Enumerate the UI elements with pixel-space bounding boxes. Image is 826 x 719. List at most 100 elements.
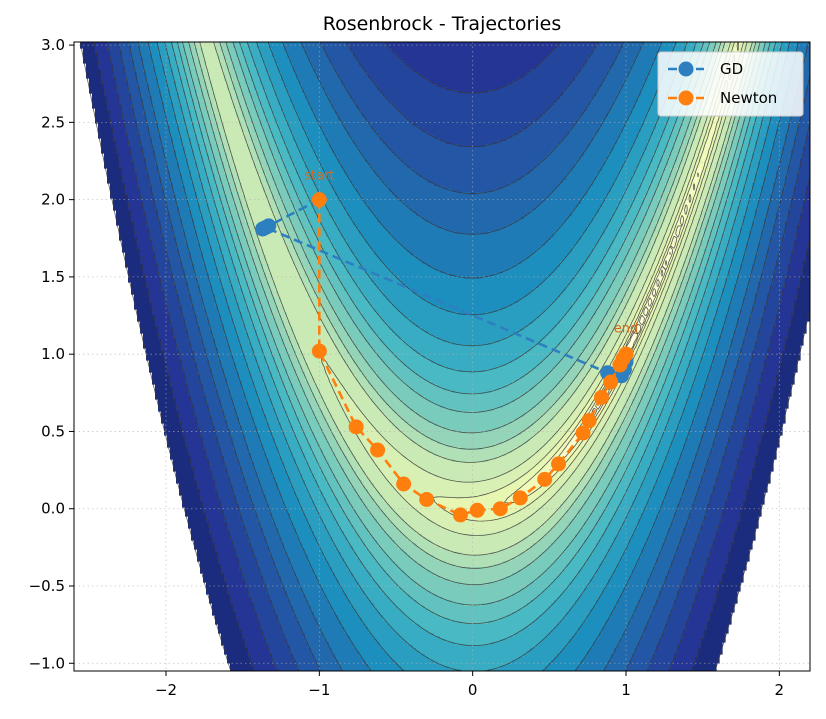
contour-fill: [293, 132, 306, 136]
contour-fill: [209, 135, 216, 139]
contour-fill: [356, 102, 393, 106]
contour-fill: [176, 87, 183, 91]
contour-fill: [662, 213, 666, 217]
contour-fill: [548, 195, 585, 199]
contour-fill: [587, 282, 603, 286]
contour-fill: [197, 135, 204, 139]
contour-fill: [419, 126, 528, 130]
contour-fill: [293, 258, 300, 262]
contour-fill: [386, 228, 447, 232]
contour-fill: [248, 105, 255, 109]
contour-fill: [197, 141, 204, 145]
contour-fill: [620, 87, 642, 91]
contour-fill: [332, 285, 345, 289]
contour-fill: [593, 294, 606, 298]
contour-fill: [320, 243, 333, 247]
contour-fill: [158, 264, 171, 268]
contour-fill: [209, 282, 222, 286]
contour-fill: [233, 63, 240, 67]
contour-fill: [635, 168, 648, 172]
contour-fill: [695, 276, 702, 280]
contour-fill: [185, 231, 198, 235]
contour-fill: [101, 81, 117, 85]
contour-fill: [548, 240, 579, 244]
contour-fill: [716, 234, 723, 238]
contour-fill: [305, 159, 321, 163]
contour-fill: [197, 120, 204, 124]
contour-fill: [632, 291, 642, 295]
contour-fill: [737, 279, 750, 283]
contour-fill: [803, 60, 810, 64]
contour-fill: [125, 264, 144, 268]
contour-fill: [659, 138, 669, 142]
contour-fill: [629, 270, 636, 274]
contour-fill: [230, 255, 240, 259]
contour-fill: [599, 87, 621, 91]
contour-fill: [185, 273, 195, 277]
contour-fill: [635, 285, 645, 289]
contour-fill: [275, 57, 291, 61]
contour-fill: [623, 309, 633, 313]
contour-fill: [317, 156, 339, 160]
contour-fill: [236, 228, 243, 232]
contour-fill: [224, 132, 246, 136]
contour-fill: [779, 249, 795, 253]
contour-fill: [743, 306, 753, 310]
contour-fill: [629, 117, 645, 121]
contour-fill: [359, 231, 390, 235]
contour-fill: [326, 51, 354, 55]
contour-fill: [266, 69, 279, 73]
contour-fill: [347, 42, 387, 46]
contour-fill: [323, 48, 351, 52]
contour-fill: [113, 198, 129, 202]
contour-fill: [377, 219, 426, 223]
contour-fill: [290, 93, 306, 97]
contour-fill: [383, 180, 429, 184]
contour-fill: [194, 84, 201, 88]
contour-fill: [152, 108, 165, 112]
contour-fill: [302, 123, 321, 127]
contour-fill: [101, 144, 117, 148]
contour-fill: [668, 288, 675, 292]
contour-fill: [725, 204, 732, 208]
contour-fill: [539, 117, 579, 121]
contour-fill: [182, 60, 189, 64]
contour-fill: [656, 252, 663, 256]
contour-fill: [311, 105, 333, 109]
contour-fill: [311, 285, 321, 289]
contour-fill: [740, 171, 750, 175]
contour-fill: [593, 219, 612, 223]
contour-fill: [308, 261, 321, 265]
contour-fill: [338, 75, 369, 79]
contour-fill: [293, 222, 303, 226]
contour-fill: [206, 201, 216, 205]
contour-fill: [722, 180, 729, 184]
contour-fill: [233, 159, 255, 163]
contour-fill: [752, 264, 765, 268]
contour-fill: [542, 60, 588, 64]
contour-fill: [782, 300, 795, 304]
contour-fill: [746, 129, 753, 133]
contour-fill: [122, 249, 141, 253]
contour-fill: [227, 222, 234, 226]
contour-fill: [179, 207, 189, 211]
contour-fill: [599, 303, 612, 307]
contour-fill: [560, 294, 582, 298]
contour-fill: [797, 45, 807, 49]
contour-fill: [155, 72, 165, 76]
contour-fill: [779, 306, 795, 310]
contour-fill: [176, 57, 183, 61]
contour-fill: [269, 186, 279, 190]
contour-fill: [200, 144, 207, 148]
contour-fill: [431, 303, 513, 307]
contour-fill: [803, 201, 810, 205]
contour-fill: [674, 126, 681, 130]
contour-fill: [797, 180, 810, 184]
contour-fill: [284, 159, 294, 163]
contour-fill: [359, 309, 375, 313]
contour-fill: [167, 45, 174, 49]
contour-fill: [242, 66, 249, 70]
contour-fill: [215, 96, 231, 100]
contour-fill: [329, 177, 351, 181]
contour-fill: [179, 165, 189, 169]
